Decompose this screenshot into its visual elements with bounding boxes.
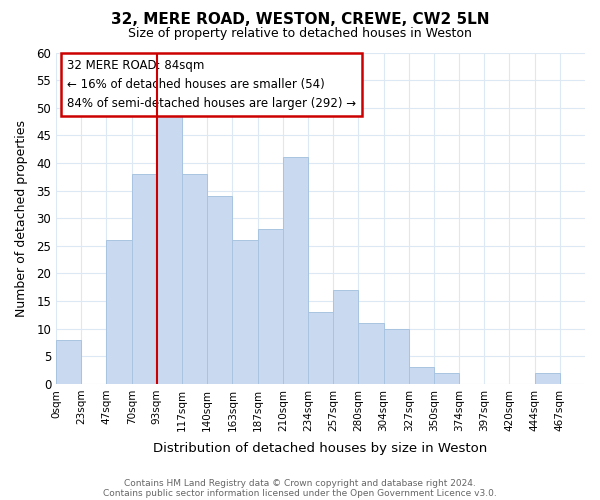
Bar: [182, 174, 207, 384]
Text: Size of property relative to detached houses in Weston: Size of property relative to detached ho…: [128, 28, 472, 40]
Bar: [333, 290, 358, 384]
X-axis label: Distribution of detached houses by size in Weston: Distribution of detached houses by size …: [154, 442, 488, 455]
Bar: [131, 174, 157, 384]
Bar: [257, 229, 283, 384]
Bar: [308, 312, 333, 384]
Bar: [535, 373, 560, 384]
Text: Contains HM Land Registry data © Crown copyright and database right 2024.: Contains HM Land Registry data © Crown c…: [124, 478, 476, 488]
Bar: [283, 158, 308, 384]
Text: 32, MERE ROAD, WESTON, CREWE, CW2 5LN: 32, MERE ROAD, WESTON, CREWE, CW2 5LN: [111, 12, 489, 28]
Bar: [56, 340, 81, 384]
Bar: [106, 240, 131, 384]
Bar: [157, 108, 182, 384]
Bar: [358, 323, 383, 384]
Text: Contains public sector information licensed under the Open Government Licence v3: Contains public sector information licen…: [103, 488, 497, 498]
Bar: [383, 328, 409, 384]
Bar: [207, 196, 232, 384]
Y-axis label: Number of detached properties: Number of detached properties: [15, 120, 28, 316]
Bar: [409, 368, 434, 384]
Text: 32 MERE ROAD: 84sqm
← 16% of detached houses are smaller (54)
84% of semi-detach: 32 MERE ROAD: 84sqm ← 16% of detached ho…: [67, 59, 356, 110]
Bar: [232, 240, 257, 384]
Bar: [434, 373, 459, 384]
